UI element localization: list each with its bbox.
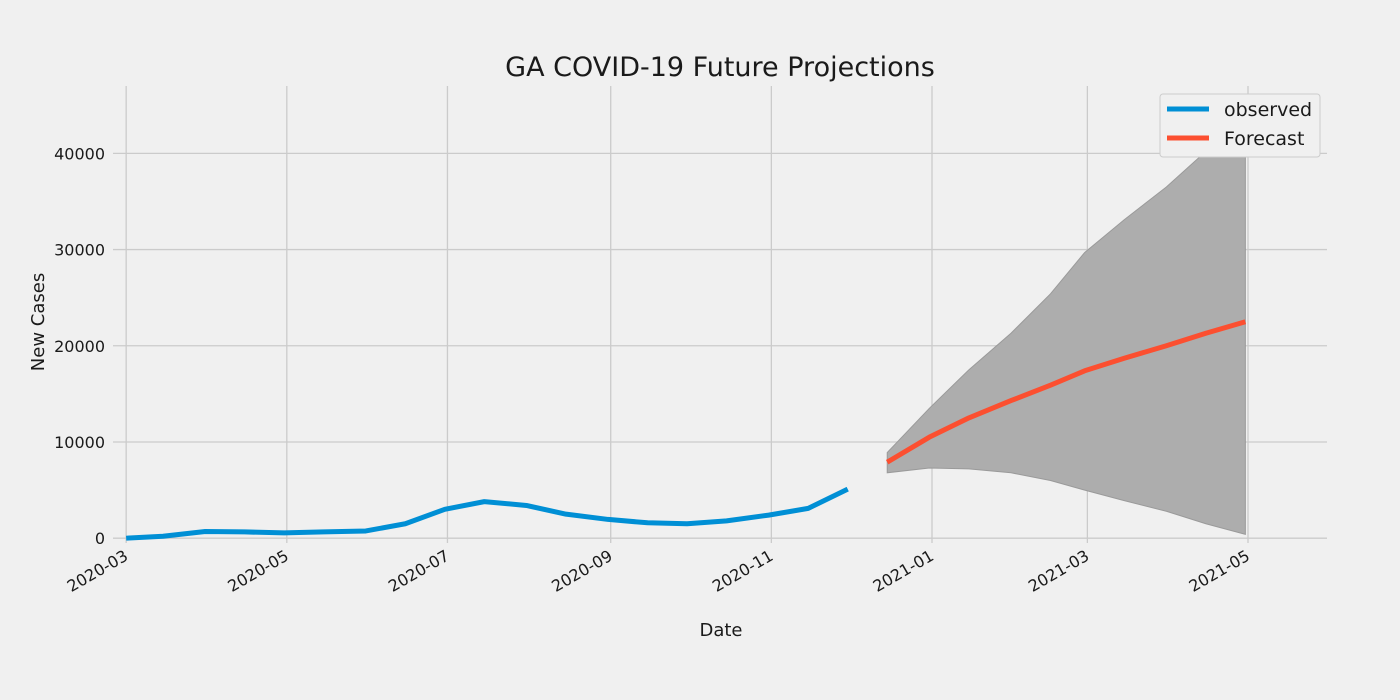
observed-series-line	[126, 486, 849, 541]
x-axis-ticks: 2020-03 2020-05 2020-07 2020-09 2020-11 2021-…	[64, 546, 1253, 596]
y-tick-label: 30000	[54, 241, 105, 260]
x-tick-label: 2020-05	[224, 546, 291, 596]
y-tick-label: 40000	[54, 144, 105, 163]
x-tick-label: 2020-03	[64, 546, 131, 596]
y-tick-label: 20000	[54, 337, 105, 356]
y-axis-ticks: 0 10000 20000 30000 40000	[54, 144, 105, 548]
y-tick-label: 0	[95, 529, 105, 548]
legend-label-observed: observed	[1224, 99, 1312, 121]
x-tick-label: 2020-09	[548, 546, 615, 596]
confidence-band	[886, 113, 1246, 535]
y-tick-label: 10000	[54, 433, 105, 452]
legend: observed Forecast	[1159, 93, 1321, 158]
forecast-confidence-band	[886, 113, 1246, 535]
y-axis-label: New Cases	[28, 273, 49, 371]
series-lines	[126, 319, 1247, 541]
x-tick-label: 2021-03	[1025, 546, 1092, 596]
x-tick-label: 2021-01	[870, 546, 937, 596]
chart-title: GA COVID-19 Future Projections	[505, 52, 935, 83]
x-tick-label: 2021-05	[1186, 546, 1253, 596]
forecast-series-line	[885, 319, 1247, 465]
x-axis-label: Date	[699, 620, 742, 641]
legend-label-forecast: Forecast	[1224, 128, 1304, 150]
x-tick-label: 2020-11	[709, 546, 776, 596]
x-tick-label: 2020-07	[385, 546, 452, 596]
